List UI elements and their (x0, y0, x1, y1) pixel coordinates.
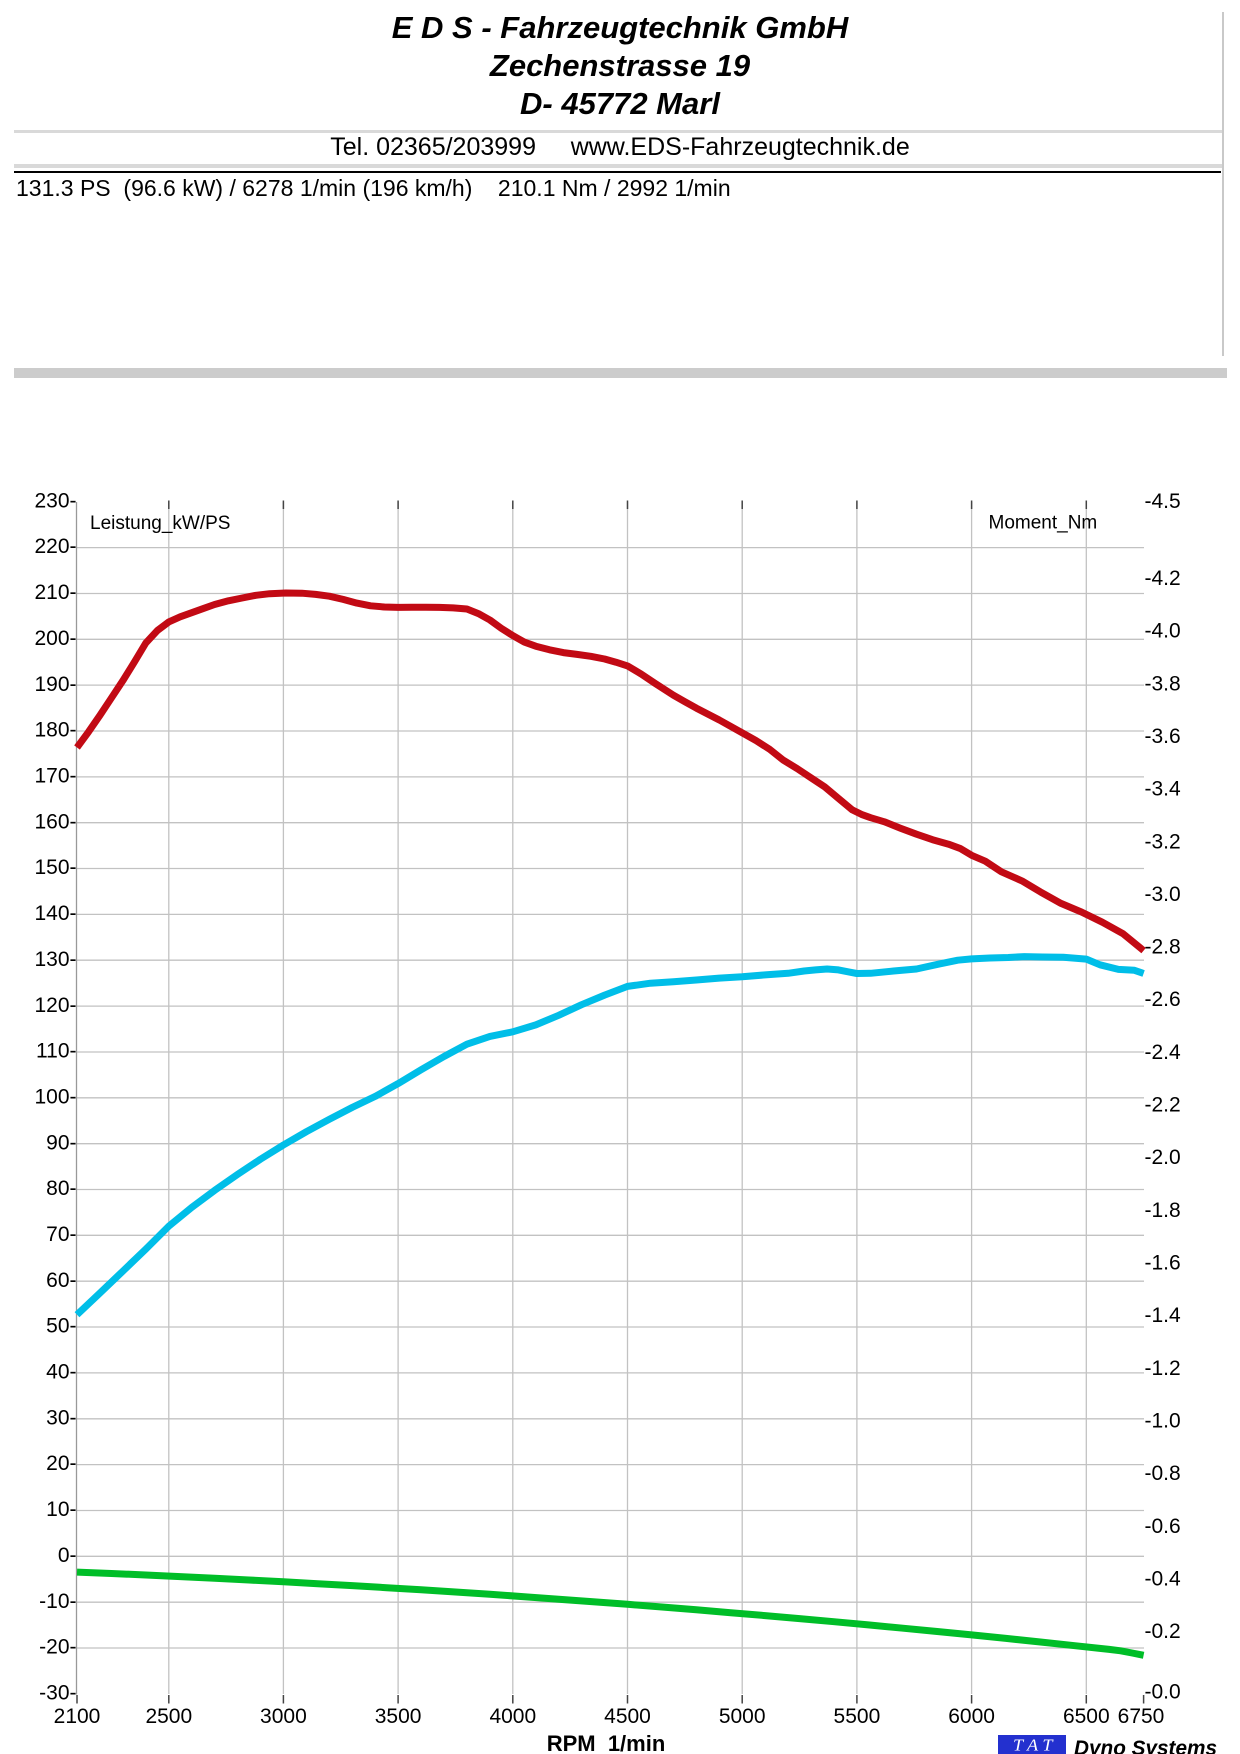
svg-text:210-: 210- (34, 581, 76, 604)
svg-text:170-: 170- (34, 765, 76, 788)
svg-text:Leistung_kW/PS: Leistung_kW/PS (90, 513, 230, 534)
svg-text:90-: 90- (46, 1131, 76, 1154)
svg-text:-3.0: -3.0 (1145, 883, 1181, 906)
svg-text:3000: 3000 (260, 1705, 307, 1728)
svg-text:RPM 1/min: RPM 1/min (547, 1731, 666, 1754)
svg-text:5500: 5500 (834, 1705, 881, 1728)
svg-text:110-: 110- (36, 1040, 76, 1063)
svg-text:-3.2: -3.2 (1145, 830, 1181, 853)
svg-text:160-: 160- (34, 810, 76, 833)
svg-text:-4.2: -4.2 (1145, 567, 1181, 590)
svg-text:60-: 60- (46, 1269, 76, 1292)
svg-text:70-: 70- (46, 1223, 76, 1246)
svg-text:5000: 5000 (719, 1705, 766, 1728)
svg-text:30-: 30- (46, 1406, 76, 1429)
svg-text:190-: 190- (34, 673, 76, 696)
svg-text:130-: 130- (34, 948, 76, 971)
svg-text:Dyno Systems: Dyno Systems (1074, 1737, 1217, 1754)
svg-text:-2.0: -2.0 (1145, 1146, 1181, 1169)
svg-text:-20-: -20- (39, 1636, 76, 1659)
svg-text:-3.4: -3.4 (1145, 778, 1182, 801)
svg-text:-1.8: -1.8 (1145, 1199, 1181, 1222)
svg-text:140-: 140- (34, 902, 76, 925)
svg-text:Moment_Nm: Moment_Nm (989, 513, 1098, 534)
svg-text:200-: 200- (34, 627, 76, 650)
svg-text:-30-: -30- (39, 1682, 76, 1705)
svg-text:2100: 2100 (54, 1705, 101, 1728)
svg-text:-2.4: -2.4 (1145, 1041, 1182, 1064)
svg-text:-10-: -10- (39, 1590, 76, 1613)
svg-text:-0.8: -0.8 (1145, 1462, 1181, 1485)
svg-text:100-: 100- (34, 1086, 76, 1109)
svg-text:-0.6: -0.6 (1145, 1515, 1181, 1538)
svg-text:-1.2: -1.2 (1145, 1357, 1181, 1380)
svg-text:6000: 6000 (948, 1705, 995, 1728)
svg-text:-1.4: -1.4 (1145, 1304, 1182, 1327)
svg-text:-0.2: -0.2 (1145, 1620, 1181, 1643)
svg-text:4000: 4000 (489, 1705, 536, 1728)
svg-text:-3.8: -3.8 (1145, 672, 1181, 695)
svg-text:-0.4: -0.4 (1145, 1567, 1182, 1590)
svg-text:50-: 50- (46, 1315, 76, 1338)
svg-text:80-: 80- (46, 1177, 76, 1200)
svg-text:-2.2: -2.2 (1145, 1094, 1181, 1117)
svg-text:180-: 180- (34, 719, 76, 742)
svg-text:150-: 150- (34, 856, 76, 879)
svg-text:2500: 2500 (145, 1705, 192, 1728)
svg-text:6750: 6750 (1118, 1705, 1165, 1728)
svg-text:230-: 230- (34, 489, 76, 512)
svg-text:T A T: T A T (1013, 1736, 1054, 1754)
svg-text:40-: 40- (46, 1361, 76, 1384)
svg-text:-2.8: -2.8 (1145, 936, 1181, 959)
svg-text:20-: 20- (46, 1452, 76, 1475)
svg-text:-1.6: -1.6 (1145, 1252, 1181, 1275)
svg-text:-2.6: -2.6 (1145, 988, 1181, 1011)
svg-text:-0.0: -0.0 (1145, 1681, 1181, 1704)
svg-text:3500: 3500 (375, 1705, 422, 1728)
svg-text:10-: 10- (46, 1498, 76, 1521)
svg-text:-4.5: -4.5 (1145, 490, 1181, 513)
svg-text:-3.6: -3.6 (1145, 725, 1181, 748)
svg-text:4500: 4500 (604, 1705, 651, 1728)
svg-text:0-: 0- (58, 1544, 77, 1567)
svg-text:6500: 6500 (1063, 1705, 1110, 1728)
svg-text:220-: 220- (34, 535, 76, 558)
svg-text:-1.0: -1.0 (1145, 1410, 1181, 1433)
svg-text:-4.0: -4.0 (1145, 620, 1181, 643)
svg-text:120-: 120- (34, 994, 76, 1017)
